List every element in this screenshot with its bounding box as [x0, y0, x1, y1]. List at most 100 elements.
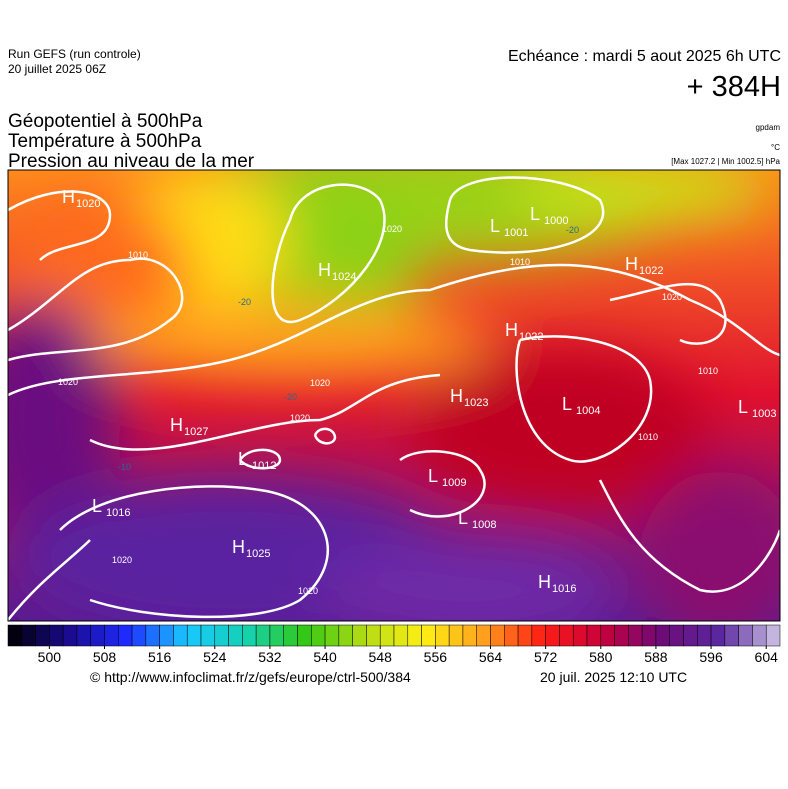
colorbar-swatch	[655, 624, 670, 647]
colorbar-swatch	[407, 624, 422, 647]
pressure-center-letter: L	[562, 394, 572, 414]
colorbar-swatch	[559, 624, 574, 647]
colorbar-tick-label: 524	[203, 649, 227, 665]
colorbar-swatch	[435, 624, 450, 647]
title: Température à 500hPa	[8, 131, 202, 152]
colorbar-swatch	[366, 624, 381, 647]
pressure-center-letter: L	[92, 496, 102, 516]
pressure-center-letter: H	[538, 572, 551, 592]
colorbar-tick-label: 540	[313, 649, 337, 665]
pressure-center-letter: H	[170, 415, 183, 435]
colorbar-tick-label: 572	[534, 649, 558, 665]
source-url: © http://www.infoclimat.fr/z/gefs/europe…	[90, 669, 411, 685]
isobar-label: 1020	[382, 224, 402, 234]
pressure-center-value: 1004	[576, 405, 600, 417]
pressure-center-letter: H	[62, 187, 75, 207]
unit: gpdam	[756, 123, 781, 132]
temperature-field	[8, 170, 780, 621]
colorbar-swatch	[35, 624, 50, 647]
pressure-center-value: 1024	[332, 271, 356, 283]
colorbar-swatch	[738, 624, 753, 647]
lead-time: + 384H	[687, 71, 781, 103]
colorbar-swatch	[283, 624, 298, 647]
colorbar: 500 508 516 524 532 540 548 556 564 572 580 588 596 6…	[7, 624, 781, 665]
colorbar-swatch	[504, 624, 519, 647]
colorbar-tick-label: 556	[424, 649, 448, 665]
colorbar-swatch	[669, 624, 684, 647]
colorbar-swatch	[600, 624, 615, 647]
colorbar-swatch	[614, 624, 629, 647]
colorbar-swatch	[173, 624, 188, 647]
colorbar-swatch	[393, 624, 409, 647]
pressure-center-value: 1009	[442, 477, 466, 489]
colorbar-swatch	[352, 624, 367, 647]
generated-time: 20 juil. 2025 12:10 UTC	[540, 669, 687, 685]
colorbar-swatch	[76, 624, 91, 647]
pressure-center-letter: H	[232, 537, 245, 557]
pressure-center-value: 1020	[76, 198, 100, 210]
colorbar-swatch	[269, 624, 284, 647]
isobar-label: 1020	[310, 378, 330, 388]
isobar-label: 1020	[112, 555, 132, 565]
colorbar-swatch	[724, 624, 739, 647]
temperature-label: -20	[238, 297, 251, 307]
colorbar-tick-label: 580	[589, 649, 613, 665]
pressure-center-value: 1012	[252, 460, 276, 472]
isobar-label: 1020	[662, 292, 682, 302]
colorbar-swatch	[311, 624, 326, 647]
pressure-center-letter: L	[428, 466, 438, 486]
colorbar-swatch	[104, 624, 119, 647]
pressure-center-value: 1023	[464, 397, 488, 409]
pressure-center-letter: H	[450, 386, 463, 406]
colorbar-swatch	[7, 624, 23, 647]
colorbar-swatch	[697, 624, 712, 647]
run-date: 20 juillet 2025 06Z	[8, 62, 106, 76]
pressure-center-value: 1003	[752, 408, 776, 420]
pressure-center-value: 1000	[544, 215, 568, 227]
colorbar-swatch	[297, 624, 312, 647]
colorbar-swatch	[517, 624, 533, 647]
pressure-center-letter: H	[625, 254, 638, 274]
isobar-label: 1010	[698, 366, 718, 376]
pressure-center-letter: H	[318, 260, 331, 280]
colorbar-swatch	[683, 624, 698, 647]
pressure-center-letter: L	[738, 397, 748, 417]
pressure-center-letter: L	[238, 449, 248, 469]
colorbar-swatch	[421, 624, 436, 647]
isobar-label: 1020	[290, 413, 310, 423]
colorbar-swatch	[324, 624, 340, 647]
isobar-label: 1010	[638, 432, 658, 442]
unit: [Max 1027.2 | Min 1002.5] hPa	[671, 157, 780, 166]
title: Pression au niveau de la mer	[8, 151, 255, 172]
colorbar-swatch	[228, 624, 243, 647]
colorbar-swatch	[572, 624, 588, 647]
isobar-label: 1010	[510, 257, 530, 267]
map-frame	[7, 169, 781, 622]
colorbar-swatch	[242, 624, 257, 647]
colorbar-tick-label: 604	[755, 649, 779, 665]
colorbar-tick-label: 516	[148, 649, 172, 665]
pressure-center-value: 1022	[639, 265, 663, 277]
colorbar-swatch	[118, 624, 133, 647]
title: Géopotentiel à 500hPa	[8, 111, 203, 132]
isobar-label: 1020	[298, 586, 318, 596]
colorbar-swatch	[531, 624, 546, 647]
pressure-center-letter: L	[490, 216, 500, 236]
colorbar-swatch	[379, 624, 395, 647]
colorbar-tick-label: 500	[38, 649, 62, 665]
pressure-center-value: 1022	[519, 331, 543, 343]
colorbar-swatch	[186, 624, 202, 647]
pressure-center-value: 1001	[504, 227, 528, 239]
unit: °C	[771, 143, 780, 152]
valid-time: Echéance : mardi 5 aout 2025 6h UTC	[508, 48, 781, 65]
colorbar-swatch	[338, 624, 353, 647]
pressure-center-value: 1027	[184, 426, 208, 438]
isobar-label: 1010	[128, 250, 148, 260]
colorbar-swatch	[710, 624, 726, 647]
pressure-center-value: 1016	[552, 583, 576, 595]
colorbar-tick-label: 564	[479, 649, 503, 665]
colorbar-swatch	[90, 624, 105, 647]
